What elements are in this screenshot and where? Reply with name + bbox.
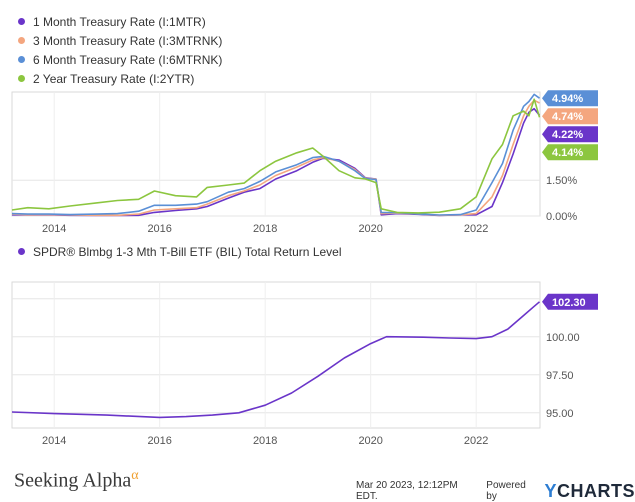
plot-frame (11, 281, 541, 429)
legend-item: 1 Month Treasury Rate (I:1MTR) (18, 12, 222, 31)
y-tick-label: 97.50 (546, 370, 574, 382)
bottom-chart-legend: SPDR® Blmbg 1-3 Mth T-Bill ETF (BIL) Tot… (18, 242, 342, 261)
end-value-label: 4.22% (552, 129, 583, 141)
end-value-label: 102.30 (552, 297, 586, 309)
plot-frame (11, 91, 541, 217)
footer-attribution: Mar 20 2023, 12:12PM EDT. Powered by YCH… (356, 480, 635, 502)
x-tick-label: 2016 (147, 435, 171, 447)
legend-item: SPDR® Blmbg 1-3 Mth T-Bill ETF (BIL) Tot… (18, 242, 342, 261)
legend-label: SPDR® Blmbg 1-3 Mth T-Bill ETF (BIL) Tot… (33, 244, 342, 259)
x-tick-label: 2020 (358, 435, 382, 447)
x-tick-label: 2016 (147, 223, 171, 235)
legend-item: 3 Month Treasury Rate (I:3MTRNK) (18, 31, 222, 50)
x-tick-label: 2022 (464, 223, 488, 235)
legend-dot (18, 37, 25, 44)
end-value-label: 4.14% (552, 147, 583, 159)
x-tick-label: 2022 (464, 435, 488, 447)
x-tick-label: 2014 (42, 435, 66, 447)
legend-dot (18, 75, 25, 82)
x-tick-label: 2020 (358, 223, 382, 235)
ycharts-rest: CHARTS (557, 480, 635, 501)
end-value-badge (542, 126, 598, 143)
end-value-label: 4.74% (552, 111, 583, 123)
seeking-alpha-logo: Seeking Alphaα (14, 468, 139, 493)
legend-dot (18, 18, 25, 25)
powered-by-label: Powered by (486, 480, 526, 502)
x-tick-label: 2018 (253, 435, 277, 447)
x-tick-label: 2014 (42, 223, 66, 235)
end-value-badge (542, 293, 598, 310)
end-value-badge (542, 144, 598, 161)
alpha-symbol: α (131, 468, 139, 483)
series-line (11, 301, 541, 419)
legend-label: 1 Month Treasury Rate (I:1MTR) (33, 14, 206, 29)
end-value-badge (542, 108, 598, 125)
charts-canvas: 0.00% 1.50% 2014 2016 2018 2020 2022 4.94% 4.74%… (11, 90, 598, 447)
y-tick-label: 95.00 (546, 408, 574, 420)
legend-label: 3 Month Treasury Rate (I:3MTRNK) (33, 33, 223, 48)
y-tick-label: 100.00 (546, 332, 580, 344)
legend-label: 6 Month Treasury Rate (I:6MTRNK) (33, 52, 223, 67)
legend-dot (18, 248, 25, 255)
legend-dot (18, 56, 25, 63)
seeking-alpha-text: Seeking Alpha (14, 469, 132, 492)
legend-item: 6 Month Treasury Rate (I:6MTRNK) (18, 50, 222, 69)
legend-label: 2 Year Treasury Rate (I:2YTR) (33, 71, 195, 86)
timestamp: Mar 20 2023, 12:12PM EDT. (356, 480, 458, 502)
series-line (11, 98, 541, 214)
ycharts-logo: YCHARTS (544, 481, 635, 502)
end-value-label: 4.94% (552, 93, 583, 105)
x-tick-label: 2018 (253, 223, 277, 235)
y-tick-label: 0.00% (546, 211, 577, 223)
end-value-badge (542, 90, 598, 107)
y-tick-label: 1.50% (546, 175, 577, 187)
series-line (11, 93, 540, 216)
ycharts-y: Y (544, 480, 557, 501)
legend-item: 2 Year Treasury Rate (I:2YTR) (18, 69, 222, 88)
top-chart-legend: 1 Month Treasury Rate (I:1MTR) 3 Month T… (18, 12, 222, 88)
series-line (11, 99, 540, 217)
